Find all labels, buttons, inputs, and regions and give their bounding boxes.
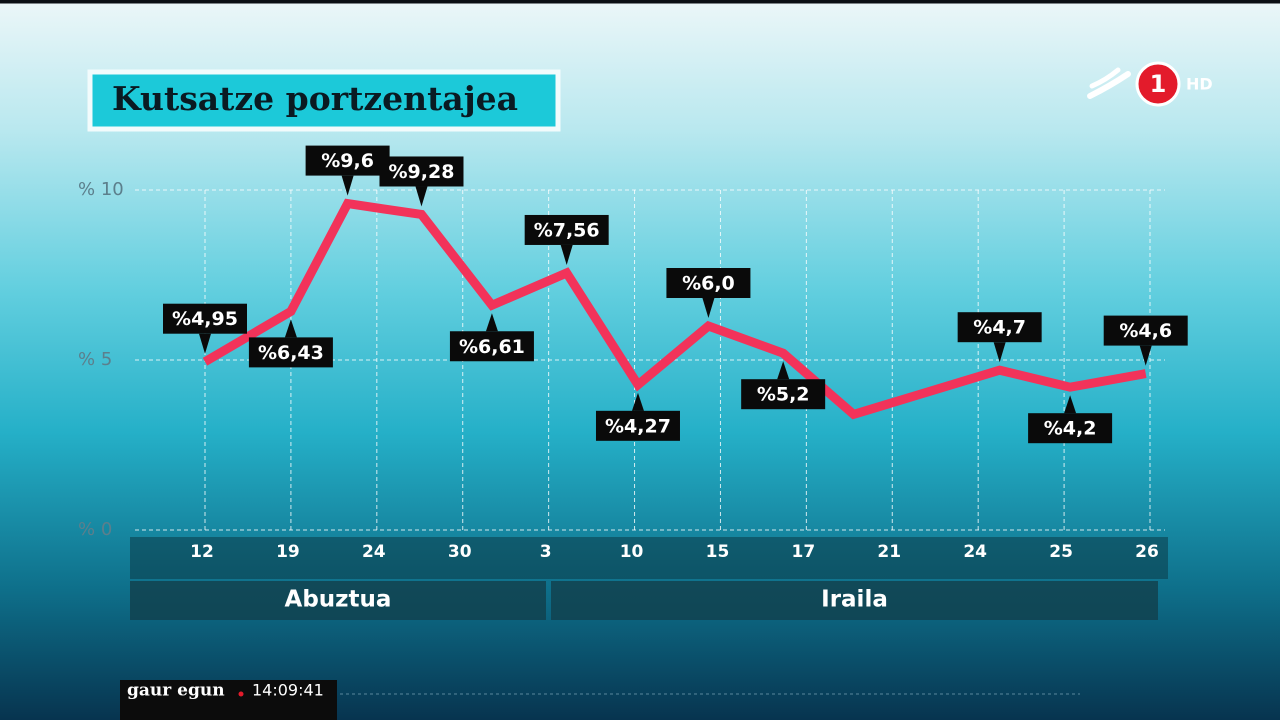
value-label: %9,6 (321, 150, 374, 172)
value-label: %7,56 (534, 219, 600, 241)
title-box (87, 69, 561, 132)
group-band (551, 581, 1158, 620)
label-pointer (1139, 345, 1152, 366)
logo-stroke (1089, 67, 1121, 89)
label-box (666, 268, 751, 298)
label-pointer (341, 175, 354, 196)
ticker-dot (238, 691, 244, 697)
value-label: %4,6 (1119, 320, 1172, 342)
x-tick-label: 19 (276, 542, 300, 562)
x-tick-label: 24 (963, 542, 987, 562)
value-label: %4,2 (1044, 418, 1097, 440)
x-axis-band (130, 537, 1168, 579)
ticker-program: gaur egun (127, 681, 225, 701)
x-tick-label: 30 (448, 542, 472, 562)
label-pointer (560, 244, 573, 265)
y-tick-label: % 10 (78, 179, 124, 200)
label-box (248, 337, 333, 368)
y-tick-label: % 0 (78, 519, 112, 540)
value-label: %6,0 (682, 273, 735, 295)
label-pointer (199, 333, 211, 354)
label-box (305, 145, 390, 176)
x-tick-label: 17 (792, 542, 816, 562)
chart-title: Kutsatze portzentajea (112, 79, 518, 118)
x-tick-label: 21 (877, 542, 901, 562)
x-tick-label: 3 (540, 542, 552, 562)
x-tick-label: 12 (190, 542, 214, 562)
label-box (524, 214, 609, 245)
channel-logo: 1 HD (1087, 61, 1213, 107)
value-label: %6,43 (258, 342, 324, 364)
group-label: Abuztua (285, 587, 392, 613)
value-label: %5,2 (757, 384, 810, 406)
x-tick-label: 25 (1049, 542, 1073, 562)
value-label: %6,61 (459, 336, 525, 358)
x-tick-label: 24 (362, 542, 386, 562)
label-box (741, 379, 826, 410)
value-label: %4,27 (605, 415, 671, 437)
value-label: %4,7 (973, 317, 1026, 339)
x-tick-label: 26 (1135, 542, 1159, 562)
label-box (595, 410, 680, 441)
label-pointer (702, 298, 715, 318)
ticker-time: 14:09:41 (252, 681, 324, 700)
group-band (130, 581, 546, 620)
label-box (379, 156, 464, 187)
channel-tag: HD (1186, 75, 1213, 94)
data-line (202, 198, 1147, 420)
channel-number: 1 (1150, 70, 1167, 98)
label-box (449, 331, 534, 362)
x-tick-label: 10 (620, 542, 644, 562)
label-pointer (485, 313, 498, 332)
group-label: Iraila (821, 587, 888, 613)
label-pointer (631, 392, 644, 411)
value-label: %9,28 (389, 161, 455, 183)
label-box (957, 312, 1042, 343)
value-label: %4,95 (172, 308, 238, 330)
label-pointer (993, 342, 1006, 363)
label-box (1103, 315, 1188, 346)
y-tick-label: % 5 (78, 349, 112, 370)
label-box (163, 303, 247, 334)
label-pointer (284, 319, 297, 338)
label-pointer (1064, 395, 1077, 414)
label-pointer (415, 186, 428, 207)
logo-circle (1135, 61, 1181, 107)
logo-stroke (1087, 71, 1131, 99)
label-pointer (777, 361, 790, 380)
x-tick-label: 15 (706, 542, 730, 562)
ticker-box (120, 680, 337, 720)
label-box (1028, 413, 1113, 444)
